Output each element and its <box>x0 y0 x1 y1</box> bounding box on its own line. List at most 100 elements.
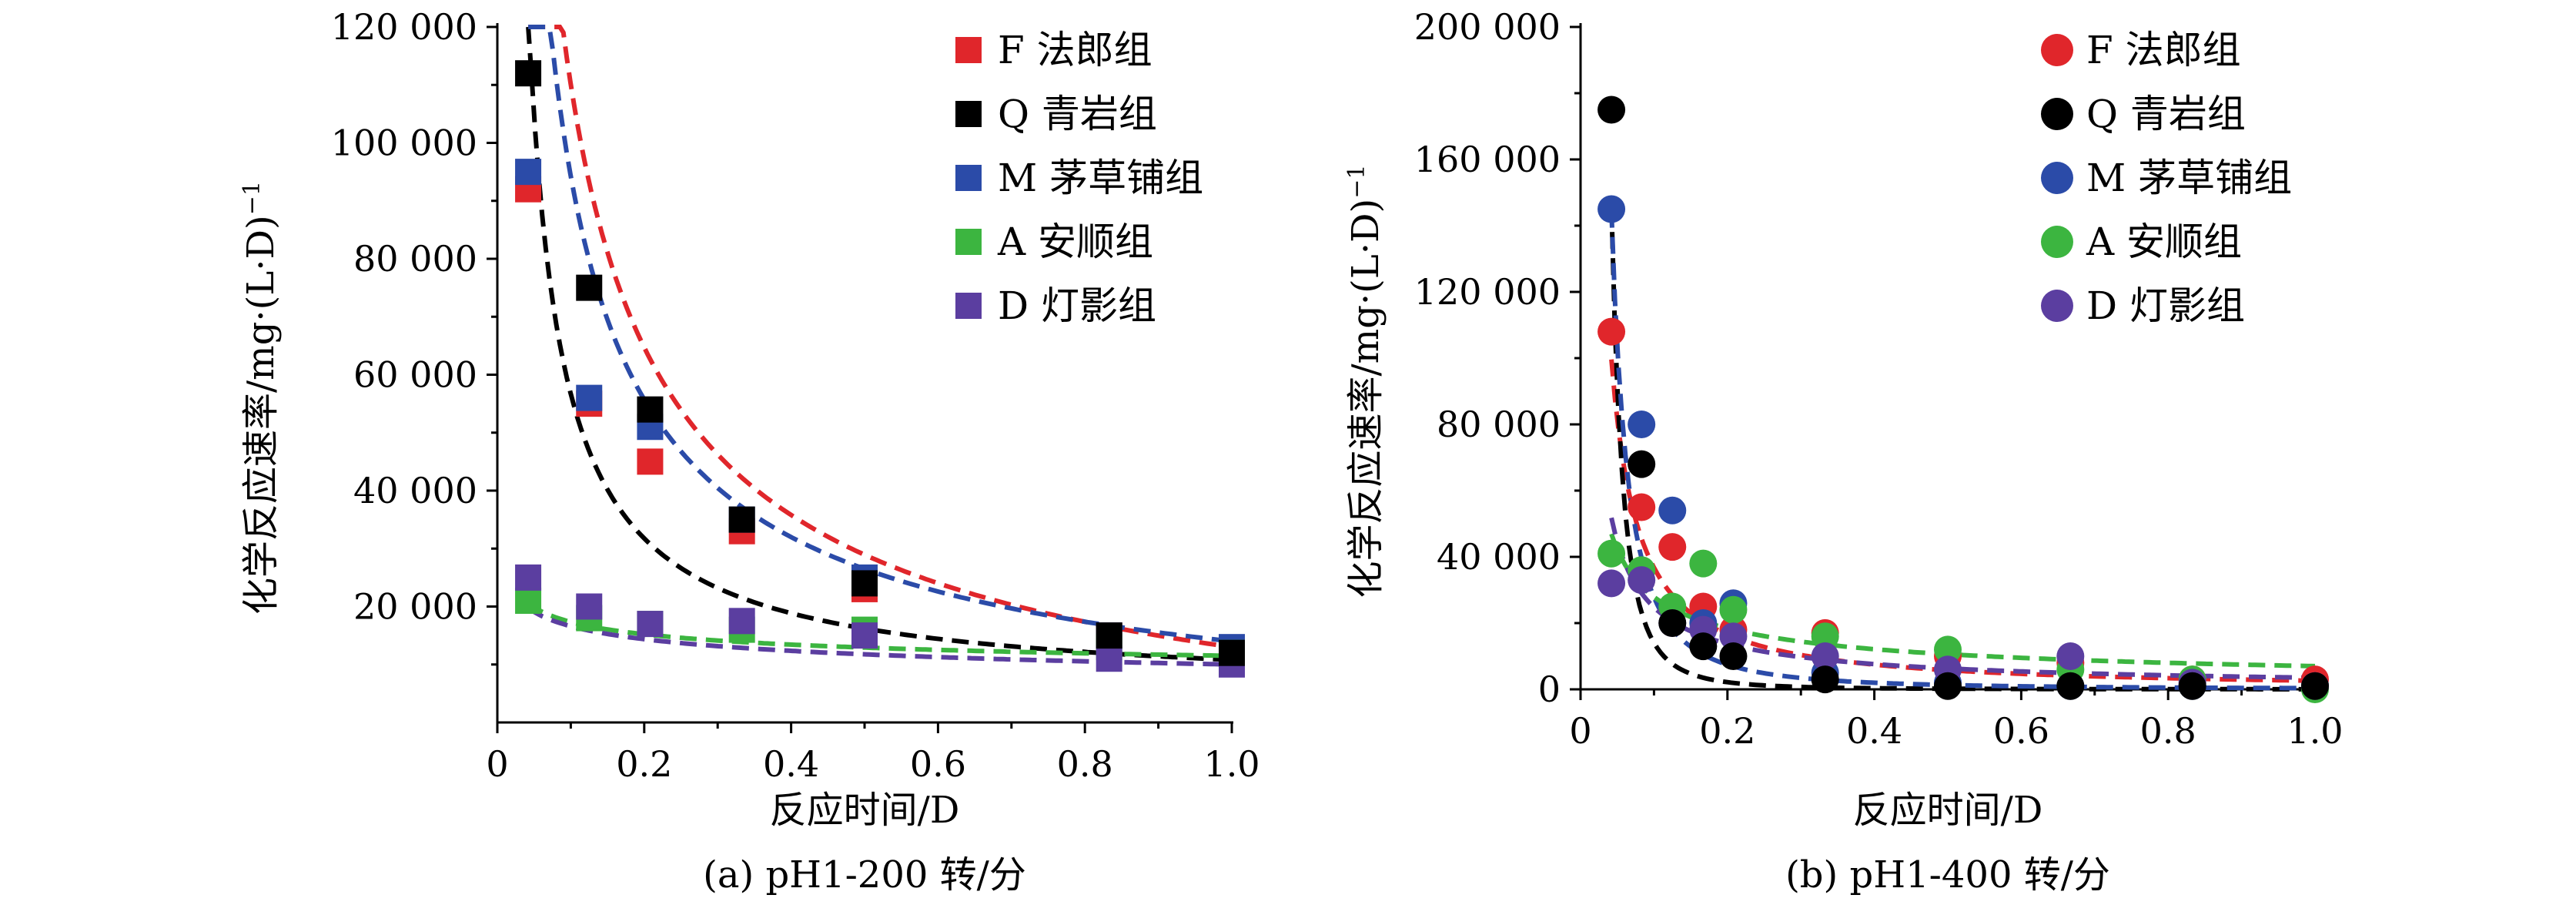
y-tick-label: 40 000 <box>353 470 477 511</box>
data-point-q <box>851 570 878 597</box>
chart-panel-b: 0 0.2 0.4 0.6 0.8 1.0 0 40 000 80 000 120 000 160 … <box>1343 6 2343 897</box>
chart-panel-a: 0 0.2 0.4 0.6 0.8 1.0 20 000 40 000 60 000 80 000… <box>239 6 1260 897</box>
legend-label-m: M 茅草铺组 <box>2086 156 2292 200</box>
x-tick-label: 0.8 <box>2140 710 2196 752</box>
data-point-d <box>1597 569 1626 598</box>
legend-marker-f <box>955 37 982 63</box>
legend-marker-m <box>2041 162 2073 194</box>
data-point-a <box>515 587 542 614</box>
data-point-a <box>1719 595 1748 624</box>
legend-marker-q <box>2041 98 2073 130</box>
data-point-q <box>1628 450 1656 478</box>
y-axis-label: 化学反应速率/mg·(L·D)−1 <box>1343 165 1387 598</box>
legend-marker-f <box>2041 34 2073 66</box>
data-point-q <box>1811 665 1839 694</box>
x-axis-label: 反应时间/D <box>1853 789 2043 832</box>
data-point-q <box>576 274 603 301</box>
chart-caption: (a) pH1-200 转/分 <box>703 853 1026 897</box>
data-point-q <box>1689 632 1718 661</box>
y-tick-label: 40 000 <box>1437 536 1561 578</box>
chart-caption: (b) pH1-400 转/分 <box>1785 853 2110 897</box>
data-point-d <box>851 622 878 649</box>
data-point-d <box>2056 642 2085 670</box>
y-tick-label: 0 <box>1538 669 1561 710</box>
legend-marker-d <box>2041 290 2073 322</box>
x-tick-label: 0.4 <box>763 743 819 785</box>
data-point-a <box>1597 539 1626 568</box>
legend-label-f: F 法郎组 <box>2086 28 2241 72</box>
data-point-q <box>2178 672 2206 700</box>
data-point-d <box>1628 566 1656 595</box>
x-tick-label: 1.0 <box>2287 710 2343 752</box>
data-point-m <box>515 159 542 186</box>
data-point-f <box>1658 533 1687 561</box>
data-point-d <box>1811 642 1839 670</box>
y-axis-label-exponent: −1 <box>1343 165 1370 199</box>
data-point-m <box>1628 411 1656 438</box>
data-point-q <box>2056 672 2085 700</box>
data-point-m <box>1658 496 1687 525</box>
y-tick-label: 160 000 <box>1414 139 1561 180</box>
data-point-d <box>637 611 664 638</box>
y-tick-label: 80 000 <box>353 238 477 280</box>
data-point-q <box>1597 96 1626 124</box>
data-point-q <box>1934 672 1962 700</box>
x-tick-label: 0.2 <box>1699 710 1755 752</box>
data-point-a <box>1934 635 1962 664</box>
data-point-a <box>1811 622 1839 651</box>
legend-label-a: A 安顺组 <box>2086 220 2242 264</box>
x-tick-label: 0.8 <box>1057 743 1113 785</box>
data-point-f <box>1628 493 1656 521</box>
data-point-m <box>576 384 603 411</box>
y-tick-label: 80 000 <box>1437 404 1561 445</box>
data-point-f <box>637 448 664 475</box>
legend-label-m: M 茅草铺组 <box>998 156 1203 200</box>
legend-marker-q <box>955 101 982 127</box>
fit-curve-m <box>1609 210 2315 691</box>
fit-curve-f <box>1609 359 2315 683</box>
data-point-a <box>1689 549 1718 578</box>
y-axis-label: 化学反应速率/mg·(L·D)−1 <box>239 181 283 615</box>
legend-marker-a <box>2041 226 2073 258</box>
data-point-m <box>1597 195 1626 223</box>
legend-label-a: A 安顺组 <box>997 220 1153 264</box>
y-axis-label-exponent: −1 <box>239 181 266 215</box>
x-tick-label: 0.6 <box>910 743 966 785</box>
data-point-d <box>515 564 542 591</box>
fit-curve-q <box>1609 206 2315 692</box>
x-tick-label: 0.2 <box>616 743 672 785</box>
x-tick-label: 0.6 <box>1993 710 2049 752</box>
legend-marker-m <box>955 165 982 191</box>
y-tick-label: 100 000 <box>331 122 477 164</box>
y-tick-label: 20 000 <box>353 586 477 628</box>
legend-label-q: Q 青岩组 <box>998 92 1157 136</box>
y-tick-label: 120 000 <box>331 6 477 48</box>
x-tick-label: 0.4 <box>1846 710 1902 752</box>
data-point-q <box>1658 609 1687 637</box>
legend-label-q: Q 青岩组 <box>2086 92 2246 136</box>
data-point-q <box>1219 639 1245 666</box>
x-tick-label: 0 <box>1569 710 1591 752</box>
data-point-d <box>576 593 603 620</box>
data-point-q <box>1096 622 1122 649</box>
data-point-d <box>728 608 755 635</box>
x-tick-label: 0 <box>486 743 508 785</box>
data-point-q <box>515 60 542 87</box>
legend-label-d: D 灯影组 <box>998 283 1156 328</box>
data-point-d <box>1719 622 1748 651</box>
legend-marker-a <box>955 229 982 255</box>
data-point-q <box>2301 672 2329 700</box>
data-point-q <box>1719 642 1748 670</box>
y-tick-label: 120 000 <box>1414 271 1561 313</box>
x-axis-label: 反应时间/D <box>770 789 960 832</box>
data-point-q <box>637 396 664 423</box>
data-point-f <box>1597 317 1626 346</box>
x-tick-label: 1.0 <box>1203 743 1260 785</box>
legend-marker-d <box>955 293 982 319</box>
legend-label-d: D 灯影组 <box>2086 283 2245 328</box>
fit-curve-f <box>528 25 1233 650</box>
y-tick-label: 200 000 <box>1414 6 1561 48</box>
legend-label-f: F 法郎组 <box>998 28 1153 72</box>
data-point-d <box>1096 645 1122 672</box>
